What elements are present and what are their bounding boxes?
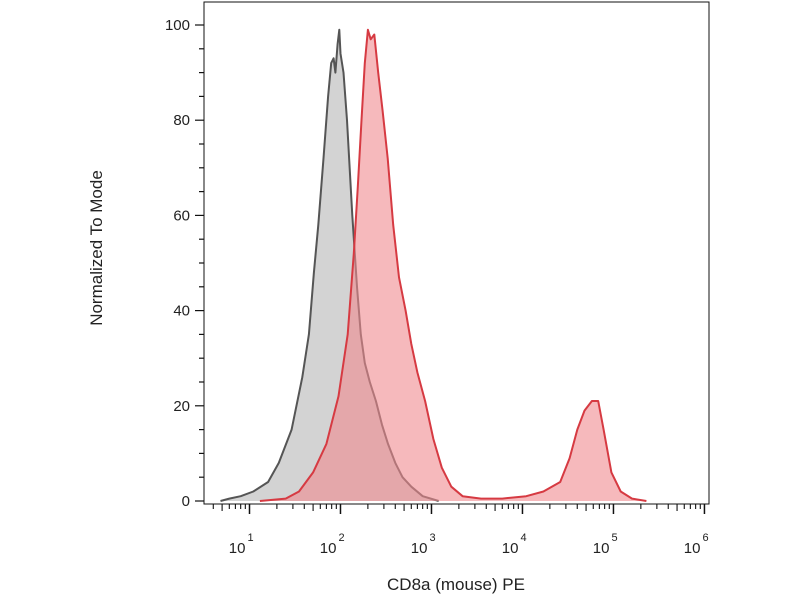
x-tick-exponent: 3 (429, 532, 435, 544)
series-areas (220, 28, 647, 502)
series-1-line (259, 28, 647, 502)
x-tick-exponent: 6 (702, 532, 708, 544)
y-tick-label: 0 (182, 493, 190, 510)
plot-frame (203, 1, 710, 505)
y-tick-label: 80 (173, 112, 190, 129)
y-tick-label: 20 (173, 398, 190, 415)
x-tick-exponent: 2 (338, 532, 344, 544)
series-0-fill (220, 29, 439, 502)
x-tick-label: 10 (593, 540, 610, 557)
x-tick-label: 10 (502, 540, 519, 557)
series-1-fill (259, 29, 647, 502)
x-tick-label: 10 (320, 540, 337, 557)
x-tick-label: 10 (684, 540, 701, 557)
x-tick-exponent: 4 (520, 532, 526, 544)
x-tick-label: 10 (229, 540, 246, 557)
y-tick-label: 60 (173, 207, 190, 224)
x-tick-label: 10 (411, 540, 428, 557)
x-tick-exponent: 1 (247, 532, 253, 544)
x-tick-exponent: 5 (611, 532, 617, 544)
y-axis-label: Normalized To Mode (87, 170, 106, 326)
y-tick-label: 100 (165, 17, 190, 34)
y-axis: 0 20 40 60 80 100 (165, 17, 204, 510)
x-axis-label: CD8a (mouse) PE (387, 575, 525, 594)
y-tick-label: 40 (173, 303, 190, 320)
